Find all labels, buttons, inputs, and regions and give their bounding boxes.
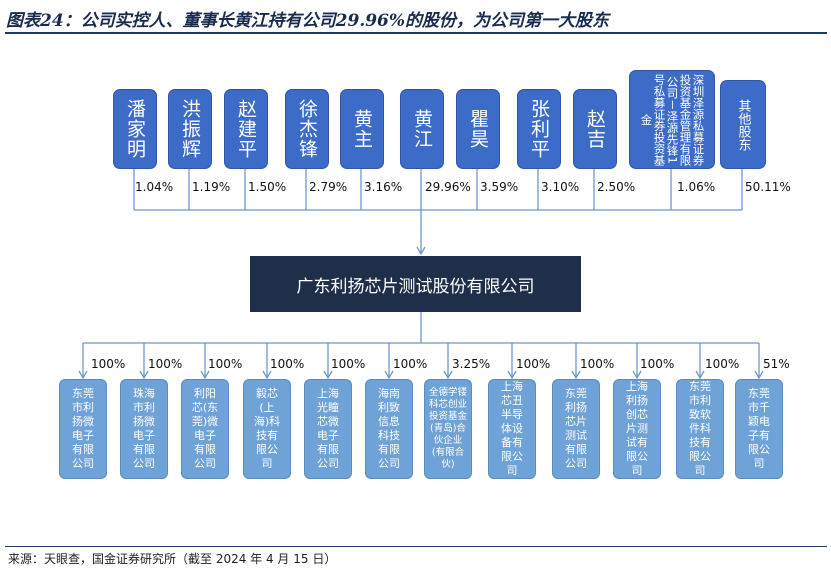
arrow-down-icon: [384, 370, 394, 380]
shareholding-pct: 3.59%: [480, 180, 519, 194]
arrow-down-icon: [416, 246, 426, 256]
company-box: 广东利扬芯片测试股份有限公司: [250, 256, 581, 312]
subsidiary-pct: 100%: [580, 357, 615, 371]
shareholder-box: 瞿昊: [456, 89, 500, 169]
arrow-down-icon: [323, 370, 333, 380]
shareholding-pct: 3.16%: [364, 180, 403, 194]
arrow-down-icon: [443, 370, 453, 380]
subsidiary-box: 珠海市利扬微电子有限公司: [120, 379, 168, 479]
subsidiary-box: 海南利致信息科技有限公司: [365, 379, 413, 479]
shareholding-pct: 1.50%: [248, 180, 287, 194]
shareholding-pct: 1.19%: [192, 180, 231, 194]
shareholder-box: 潘家明: [113, 89, 157, 169]
shareholder-box: 徐杰锋: [285, 89, 329, 169]
subsidiary-pct: 100%: [331, 357, 366, 371]
shareholding-pct: 1.04%: [135, 180, 174, 194]
arrow-down-icon: [754, 370, 764, 380]
arrow-down-icon: [200, 370, 210, 380]
subsidiary-box: 上海芯丑半导体设备有限公司: [488, 379, 536, 479]
shareholding-pct: 29.96%: [425, 180, 471, 194]
subsidiary-pct: 51%: [763, 357, 790, 371]
subsidiary-pct: 100%: [393, 357, 428, 371]
subsidiary-box: 上海利扬创芯片测试有限公司: [613, 379, 661, 479]
shareholder-box: 黄江: [400, 89, 444, 169]
arrow-down-icon: [78, 370, 88, 380]
shareholding-pct: 1.06%: [677, 180, 716, 194]
subsidiary-box: 全德学镂科芯创业投资基金(青岛)合伙企业(有限合伙): [424, 379, 472, 479]
subsidiary-pct: 100%: [640, 357, 675, 371]
subsidiary-pct: 100%: [705, 357, 740, 371]
subsidiary-box: 东莞市利致软件科技有限公司: [676, 379, 724, 479]
subsidiary-box: 东莞利扬芯片测试有限公司: [552, 379, 600, 479]
shareholding-pct: 50.11%: [745, 180, 791, 194]
arrow-down-icon: [507, 370, 517, 380]
subsidiary-pct: 100%: [516, 357, 551, 371]
subsidiary-box: 东莞市利扬微电子有限公司: [59, 379, 107, 479]
figure-title: 图表24：公司实控人、董事长黄江持有公司29.96%的股份，为公司第一大股东: [6, 11, 610, 31]
source-note: 来源：天眼查，国金证券研究所（截至 2024 年 4 月 15 日）: [8, 552, 337, 566]
shareholder-box: 赵建平: [224, 89, 268, 169]
shareholder-box: 其他股东: [720, 80, 766, 169]
arrow-down-icon: [262, 370, 272, 380]
shareholder-box: 洪振辉: [168, 89, 212, 169]
arrow-down-icon: [571, 370, 581, 380]
subsidiary-box: 上海光瞳芯微电子有限公司: [304, 379, 352, 479]
subsidiary-pct: 100%: [208, 357, 243, 371]
subsidiary-box: 东莞市千颖电子有限公司: [735, 379, 783, 479]
shareholding-pct: 2.79%: [309, 180, 348, 194]
shareholding-pct: 3.10%: [541, 180, 580, 194]
arrow-down-icon: [139, 370, 149, 380]
subsidiary-box: 利阳芯(东莞)微电子有限公司: [181, 379, 229, 479]
shareholder-box: 张利平: [517, 89, 561, 169]
title-divider: [5, 32, 827, 34]
arrow-down-icon: [632, 370, 642, 380]
subsidiary-pct: 100%: [270, 357, 305, 371]
subsidiary-pct: 100%: [91, 357, 126, 371]
shareholder-box: 黄主: [340, 89, 384, 169]
shareholder-box-fund: 深圳泽源私募证券投资基金管理有限公司－泽源先锋1号私募证券投资基金: [629, 70, 715, 169]
arrow-down-icon: [695, 370, 705, 380]
footer-divider: [5, 546, 827, 547]
shareholder-box: 赵吉: [573, 89, 617, 169]
subsidiary-pct: 3.25%: [452, 357, 491, 371]
shareholding-pct: 2.50%: [597, 180, 636, 194]
subsidiary-pct: 100%: [148, 357, 183, 371]
subsidiary-box: 毅芯(上海)科技有限公司: [243, 379, 291, 479]
